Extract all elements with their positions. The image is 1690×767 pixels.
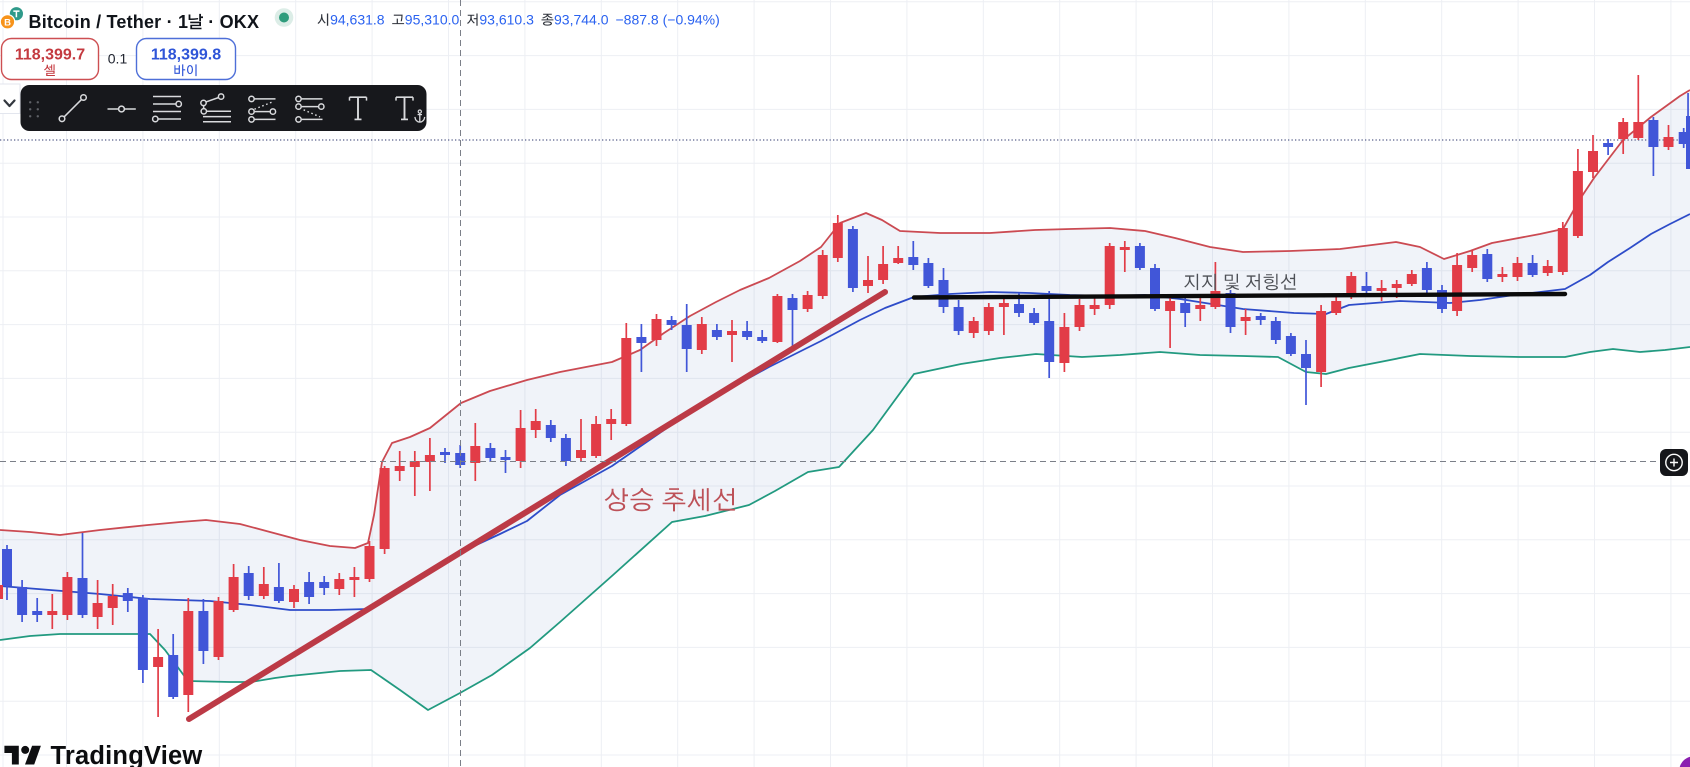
svg-text:95,310.0: 95,310.0 xyxy=(405,12,460,28)
svg-text:93,744.0: 93,744.0 xyxy=(554,12,609,28)
svg-text:−887.8 (−0.94%): −887.8 (−0.94%) xyxy=(616,12,720,28)
svg-text:93,610.3: 93,610.3 xyxy=(479,12,534,28)
svg-text:0.1: 0.1 xyxy=(108,51,128,67)
svg-text:Bitcoin / Tether · 1: Bitcoin / Tether · 1 xyxy=(29,12,189,32)
svg-text:TradingView: TradingView xyxy=(51,742,203,767)
svg-text:118,399.7: 118,399.7 xyxy=(15,47,85,64)
svg-text:· OKX: · OKX xyxy=(208,12,259,32)
svg-text:B: B xyxy=(4,17,11,28)
svg-text:118,399.8: 118,399.8 xyxy=(151,47,221,64)
svg-text:94,631.8: 94,631.8 xyxy=(330,12,385,28)
